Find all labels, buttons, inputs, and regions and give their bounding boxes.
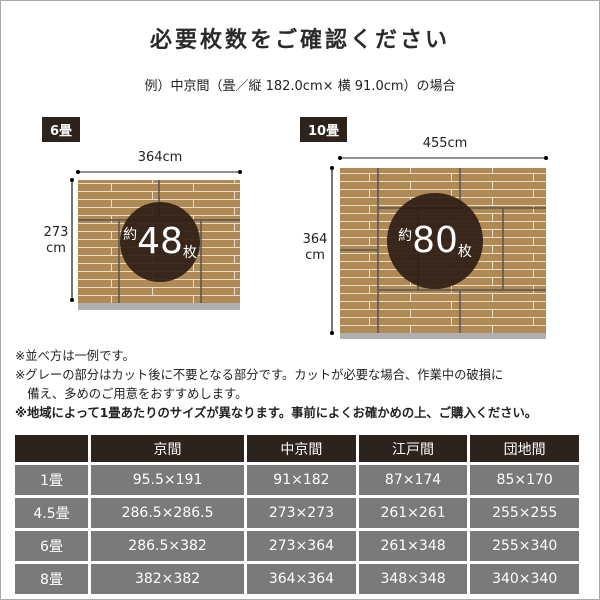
count-prefix: 約 (123, 227, 138, 243)
height-value: 364 (302, 232, 328, 247)
example-tag-10jo: 10畳 (300, 117, 348, 142)
count-value: 48 (137, 221, 183, 262)
count-badge-10jo: 約 80 枚 (387, 193, 483, 289)
table-cell: 286.5×286.5 (91, 498, 245, 528)
table-cell: 255×340 (470, 531, 579, 561)
example-tag-6jo: 6畳 (42, 117, 81, 142)
table-cell: 273×273 (247, 498, 356, 528)
table-cell: 348×348 (358, 564, 468, 594)
table-header (15, 435, 88, 462)
table-cell: 340×340 (470, 564, 579, 594)
row-label: 1畳 (15, 465, 88, 495)
table-header: 江戸間 (358, 435, 468, 462)
height-label: 364 cm (295, 232, 335, 264)
subtitle: 例）中京間（畳／縦 182.0cm× 横 91.0cm）の場合 (144, 79, 456, 94)
note: 備え、多めのご用意をおすすめします。 (15, 387, 248, 401)
table-header: 京間 (91, 435, 245, 462)
table-header: 団地間 (470, 435, 579, 462)
table-row: 4.5畳 286.5×286.5 273×273 261×261 255×255 (15, 498, 579, 528)
height-unit: cm (305, 248, 325, 263)
height-label: 273 cm (36, 225, 76, 257)
table-cell: 87×174 (358, 465, 468, 495)
table-cell: 255×255 (470, 498, 579, 528)
table-row: 6畳 286.5×382 273×364 261×348 255×340 (15, 531, 579, 561)
table-row: 8畳 382×382 364×364 348×348 340×340 (15, 564, 579, 594)
count-badge-6jo: 約 48 枚 (120, 202, 200, 282)
table-header-row: 京間 中京間 江戸間 団地間 (15, 435, 579, 462)
table-cell: 273×364 (247, 531, 356, 561)
size-table: 京間 中京間 江戸間 団地間 1畳 95.5×191 91×182 87×174 85×… (12, 432, 582, 597)
table-header: 中京間 (247, 435, 356, 462)
width-label: 455cm (422, 136, 468, 151)
row-label: 8畳 (15, 564, 88, 594)
notes: ※並べ方は一例です。 ※グレーの部分はカット後に不要となる部分です。カットが必要… (15, 347, 537, 423)
note-important: ※地域によって1畳あたりのサイズが異なります。事前によくお確かめの上、ご購入くだ… (15, 406, 538, 420)
table-cell: 382×382 (91, 564, 245, 594)
count-value: 80 (412, 220, 458, 261)
page-title: 必要枚数をご確認ください (149, 28, 450, 53)
table-cell: 364×364 (247, 564, 356, 594)
table-row: 1畳 95.5×191 91×182 87×174 85×170 (15, 465, 579, 495)
table-cell: 261×348 (358, 531, 468, 561)
count-suffix: 枚 (182, 245, 197, 261)
table-cell: 261×261 (358, 498, 468, 528)
count-prefix: 約 (398, 228, 413, 244)
count-suffix: 枚 (457, 244, 472, 260)
width-label: 364cm (137, 150, 183, 165)
table-cell: 85×170 (470, 465, 579, 495)
table-cell: 91×182 (247, 465, 356, 495)
table-cell: 95.5×191 (91, 465, 245, 495)
row-label: 4.5畳 (15, 498, 88, 528)
height-value: 273 (43, 225, 69, 240)
note: ※並べ方は一例です。 (15, 349, 135, 363)
height-unit: cm (46, 241, 66, 256)
table-cell: 286.5×382 (91, 531, 245, 561)
note: ※グレーの部分はカット後に不要となる部分です。カットが必要な場合、作業中の破損に (15, 368, 504, 382)
row-label: 6畳 (15, 531, 88, 561)
